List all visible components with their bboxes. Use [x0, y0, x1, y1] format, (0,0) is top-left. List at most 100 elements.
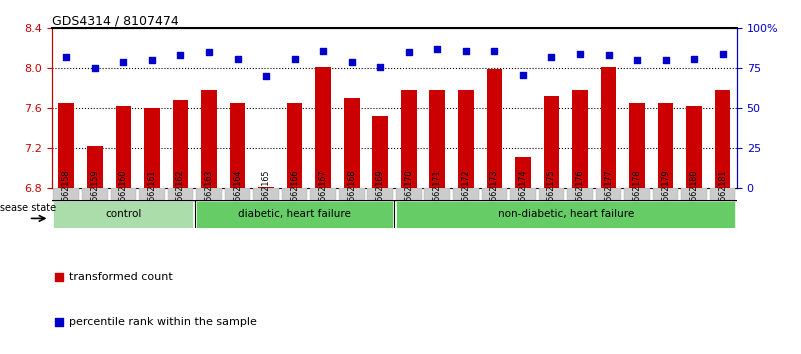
Point	[659, 57, 672, 63]
Text: non-diabetic, heart failure: non-diabetic, heart failure	[497, 209, 634, 219]
Text: GSM662169: GSM662169	[376, 170, 384, 218]
Text: GSM662172: GSM662172	[461, 170, 470, 218]
Text: diabetic, heart failure: diabetic, heart failure	[238, 209, 351, 219]
Point	[450, 35, 463, 41]
Bar	[58, 103, 74, 188]
Bar	[396, 188, 421, 200]
Bar	[139, 188, 165, 200]
Text: GSM662174: GSM662174	[518, 170, 527, 218]
Text: GSM662180: GSM662180	[690, 170, 698, 218]
Point	[88, 65, 101, 71]
Bar	[54, 188, 79, 200]
Bar	[372, 116, 388, 188]
Text: GSM662175: GSM662175	[547, 170, 556, 218]
Bar	[339, 188, 364, 200]
Bar	[111, 188, 136, 200]
Point	[716, 51, 729, 57]
Text: GSM662179: GSM662179	[661, 170, 670, 218]
Text: GSM662177: GSM662177	[604, 170, 613, 218]
Bar	[401, 90, 417, 188]
Point	[460, 48, 473, 53]
Point	[545, 54, 557, 60]
Bar	[714, 90, 731, 188]
Bar	[144, 108, 159, 188]
Text: GSM662178: GSM662178	[633, 170, 642, 218]
Bar	[538, 188, 564, 200]
Text: GSM662171: GSM662171	[433, 170, 442, 218]
Bar	[601, 67, 616, 188]
Bar	[624, 188, 650, 200]
Point	[431, 46, 444, 52]
Point	[174, 52, 187, 58]
Bar	[230, 103, 245, 188]
Text: GSM662173: GSM662173	[490, 170, 499, 218]
Bar	[630, 103, 645, 188]
Text: GSM662167: GSM662167	[319, 170, 328, 218]
Bar	[196, 201, 393, 228]
Bar	[682, 188, 707, 200]
Bar	[87, 146, 103, 188]
Bar	[396, 201, 735, 228]
Bar	[287, 103, 303, 188]
Bar	[54, 201, 193, 228]
Bar	[567, 188, 593, 200]
Bar	[481, 188, 507, 200]
Bar	[82, 188, 107, 200]
Text: GDS4314 / 8107474: GDS4314 / 8107474	[52, 14, 179, 27]
Point	[630, 57, 643, 63]
Point	[288, 56, 301, 62]
Text: control: control	[105, 209, 142, 219]
Bar	[225, 188, 251, 200]
Point	[203, 50, 215, 55]
Text: GSM662181: GSM662181	[718, 170, 727, 218]
Text: GSM662162: GSM662162	[176, 170, 185, 218]
Point	[688, 56, 701, 62]
Bar	[316, 67, 331, 188]
Text: GSM662158: GSM662158	[62, 170, 70, 218]
Text: GSM662166: GSM662166	[290, 170, 299, 218]
Text: GSM662168: GSM662168	[347, 170, 356, 218]
Bar	[368, 188, 393, 200]
Text: GSM662170: GSM662170	[405, 170, 413, 218]
Bar	[167, 188, 193, 200]
Bar	[515, 157, 531, 188]
Point	[574, 51, 586, 57]
Bar	[282, 188, 308, 200]
Bar	[344, 98, 360, 188]
Point	[231, 56, 244, 62]
Point	[402, 50, 415, 55]
Text: GSM662165: GSM662165	[262, 170, 271, 218]
Bar	[453, 188, 479, 200]
Bar	[596, 188, 622, 200]
Point	[517, 72, 529, 77]
Bar	[253, 188, 279, 200]
Point	[146, 57, 159, 63]
Bar	[201, 90, 217, 188]
Bar	[653, 188, 678, 200]
Bar	[115, 106, 131, 188]
Bar	[458, 90, 473, 188]
Text: GSM662164: GSM662164	[233, 170, 242, 218]
Bar	[429, 90, 445, 188]
Text: GSM662161: GSM662161	[147, 170, 156, 218]
Text: disease state: disease state	[0, 203, 56, 213]
Point	[316, 48, 329, 53]
Text: GSM662160: GSM662160	[119, 170, 128, 218]
Point	[374, 64, 387, 69]
Bar	[572, 90, 588, 188]
Bar	[196, 188, 222, 200]
Text: transformed count: transformed count	[69, 272, 173, 281]
Point	[602, 52, 615, 58]
Text: GSM662163: GSM662163	[204, 170, 214, 218]
Point	[345, 59, 358, 65]
Text: GSM662159: GSM662159	[91, 170, 99, 218]
Point	[60, 54, 73, 60]
Bar	[310, 188, 336, 200]
Bar	[544, 96, 559, 188]
Point	[488, 48, 501, 53]
Text: percentile rank within the sample: percentile rank within the sample	[69, 317, 257, 327]
Bar	[658, 103, 674, 188]
Text: GSM662176: GSM662176	[575, 170, 585, 218]
Bar	[710, 188, 735, 200]
Bar	[173, 100, 188, 188]
